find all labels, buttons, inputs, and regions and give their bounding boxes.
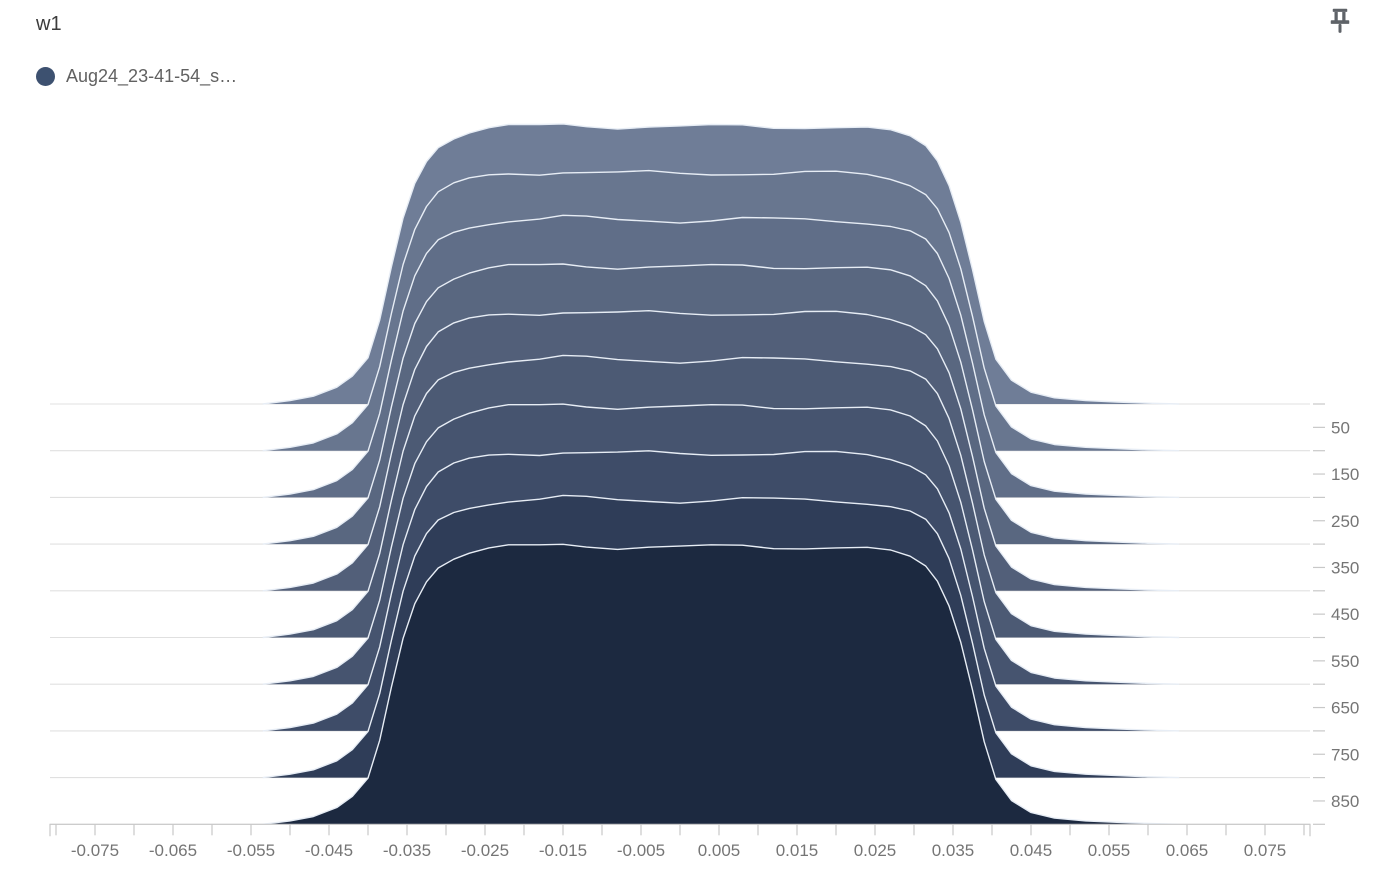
ridge-outline-step-0 [262,123,1180,405]
x-tick-label: 0.005 [698,841,741,860]
x-tick-label: 0.025 [854,841,897,860]
ridge-outline-step-500 [262,354,1180,639]
ridge-outline-step-900 [262,543,1180,825]
ridge-outline-step-700 [262,450,1180,732]
x-tick-label: -0.025 [461,841,509,860]
step-tick-label: 450 [1331,605,1359,624]
x-tick-label: 0.065 [1166,841,1209,860]
pin-card-button[interactable] [1322,3,1358,39]
x-tick-label: -0.015 [539,841,587,860]
legend: Aug24_23-41-54_s… [36,66,237,87]
ridge-outline-step-300 [262,263,1180,545]
ridge-outline-step-600 [262,403,1180,685]
x-tick-label: 0.035 [932,841,975,860]
step-tick-label: 550 [1331,652,1359,671]
x-tick-label: 0.075 [1244,841,1287,860]
x-tick-label: -0.005 [617,841,665,860]
ridge-outline-step-800 [262,494,1180,779]
x-tick-label: -0.055 [227,841,275,860]
ridge-outline-step-400 [262,310,1180,592]
x-tick-label: 0.045 [1010,841,1053,860]
step-tick-label: 850 [1331,792,1359,811]
pushpin-icon [1330,8,1350,33]
run-color-dot-icon [36,67,55,86]
step-tick-label: 150 [1331,465,1359,484]
ridge-outline-step-200 [262,214,1180,499]
step-axis: 50 150 250 350 450 550 650 750 850 [1313,403,1359,825]
histogram-ridges [262,123,1180,825]
ridge-outline-step-100 [262,169,1180,452]
card-title: w1 [36,13,62,35]
x-tick-label: -0.075 [71,841,119,860]
step-tick-label: 650 [1331,699,1359,718]
step-tick-label: 750 [1331,745,1359,764]
run-legend-label[interactable]: Aug24_23-41-54_s… [66,66,238,86]
step-tick-label: 250 [1331,512,1359,531]
x-axis: -0.075 -0.065 -0.055 -0.045 -0.035 -0.025 -0.0… [49,823,1311,860]
x-tick-label: -0.065 [149,841,197,860]
x-tick-label: 0.015 [776,841,819,860]
step-tick-label: 350 [1331,558,1359,577]
x-tick-label: -0.045 [305,841,353,860]
step-tick-label: 50 [1331,418,1350,437]
histogram-ridge-step-900[interactable] [262,544,1180,825]
x-tick-label: -0.035 [383,841,431,860]
x-tick-label: 0.055 [1088,841,1131,860]
